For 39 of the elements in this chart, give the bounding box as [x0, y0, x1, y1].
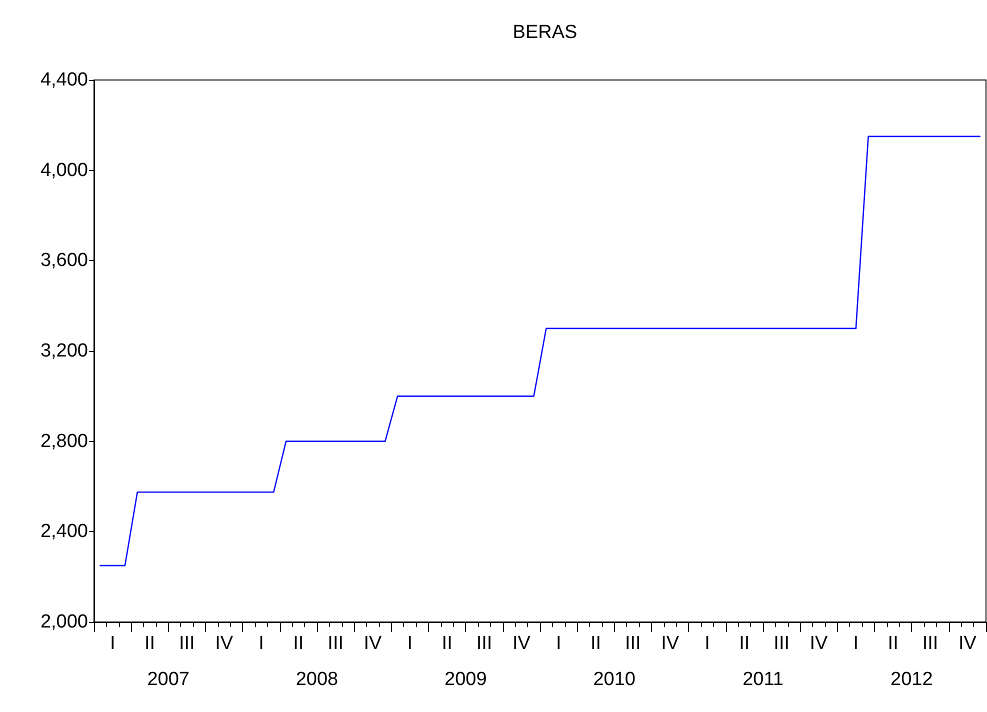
y-tick-label: 4,000 — [40, 160, 88, 181]
text: 2012 — [890, 669, 933, 690]
y-tick-label: 3,200 — [40, 340, 88, 362]
x-tick-label: III — [922, 633, 938, 654]
y-tick-label: 4,400 — [40, 70, 88, 90]
x-tick-label: II — [590, 633, 602, 654]
x-tick-label: II — [888, 633, 898, 654]
y-tick-label: 2,400 — [40, 521, 88, 542]
x-tick-label: I — [556, 633, 562, 654]
chart-title: BERAS — [512, 22, 578, 43]
y-tick-label: 3,600 — [40, 250, 88, 272]
x-tick-label: III — [476, 633, 492, 654]
line-series — [100, 136, 980, 566]
x-tick-label: II — [293, 633, 304, 654]
x-tick-label: III — [178, 633, 195, 654]
x-tick-label: II — [442, 633, 452, 654]
x-tick-label: I — [110, 633, 116, 654]
x-tick-label: IV — [810, 633, 828, 654]
x-tick-label: II — [144, 633, 156, 654]
text: 2010 — [593, 669, 636, 690]
text: 2011 — [742, 669, 784, 690]
x-tick-label: III — [624, 633, 641, 654]
x-tick-label: I — [407, 633, 413, 654]
x-tick-label: III — [774, 633, 790, 654]
y-tick-label: 2,800 — [40, 430, 88, 452]
y-tick-label: 2,000 — [40, 612, 88, 632]
text: 2007 — [147, 669, 190, 690]
x-tick-label: IV — [512, 633, 531, 654]
x-tick-label: IV — [215, 633, 234, 654]
x-tick-label: II — [739, 633, 750, 654]
x-tick-label: IV — [661, 633, 680, 654]
x-tick-label: I — [704, 633, 710, 654]
x-tick-label: I — [258, 633, 264, 654]
text: 2008 — [296, 669, 338, 690]
x-tick-label: IV — [364, 633, 382, 654]
x-tick-label: III — [328, 633, 344, 654]
text: 2009 — [444, 669, 487, 690]
x-tick-label: I — [853, 633, 859, 654]
x-tick-label: IV — [958, 633, 977, 654]
